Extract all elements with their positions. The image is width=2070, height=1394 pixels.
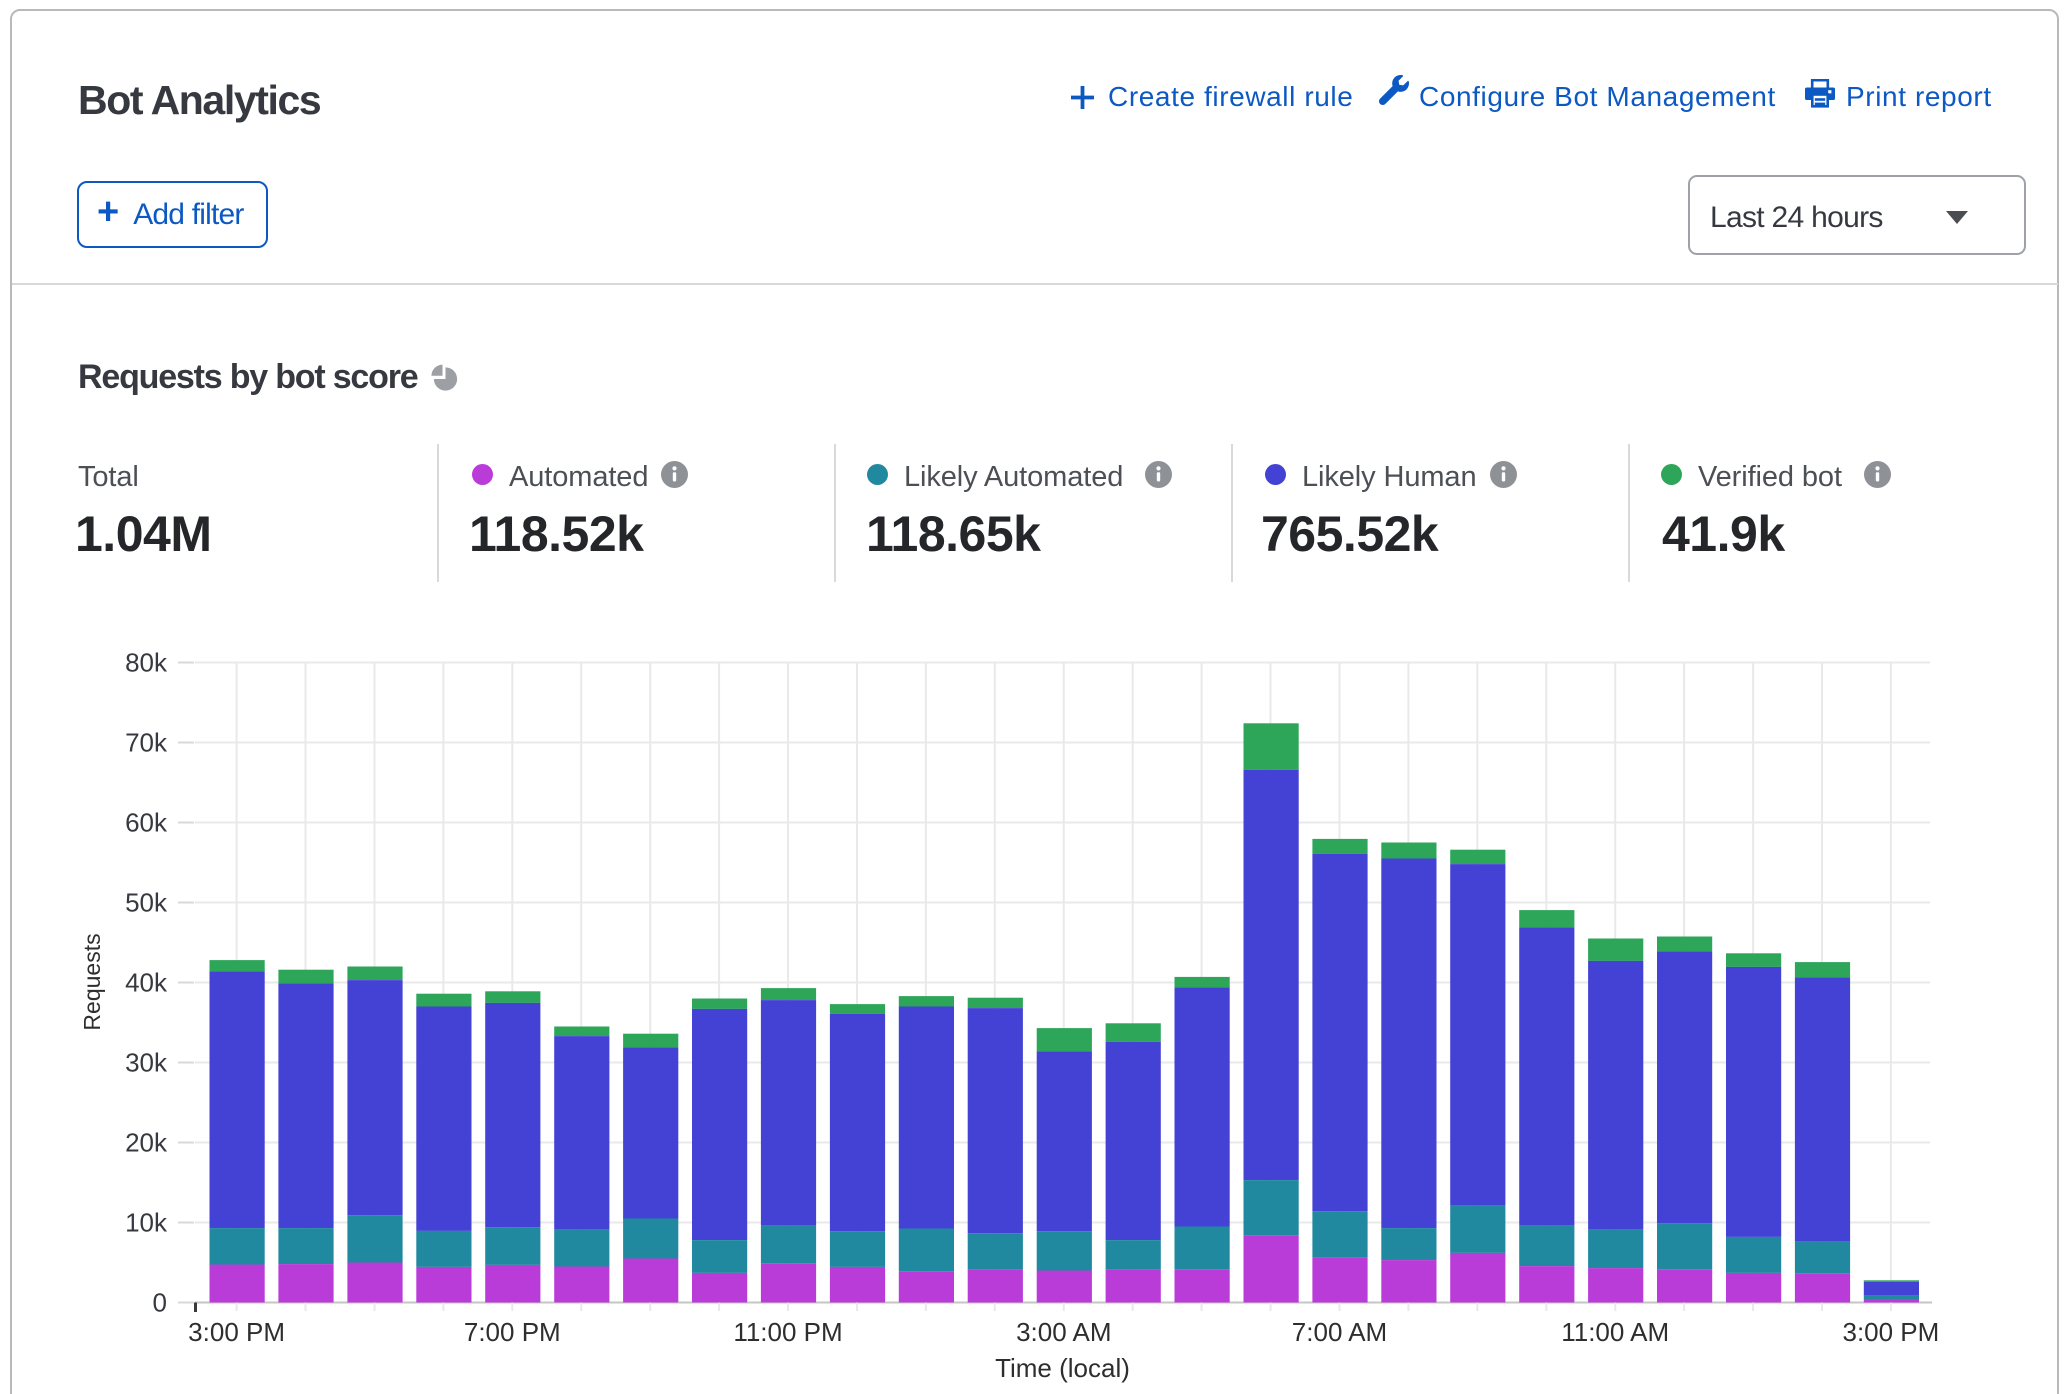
svg-text:80k: 80k (125, 648, 168, 678)
svg-text:Requests: Requests (79, 933, 105, 1030)
svg-text:11:00 PM: 11:00 PM (733, 1317, 842, 1347)
svg-text:7:00 PM: 7:00 PM (464, 1317, 561, 1347)
svg-text:3:00 PM: 3:00 PM (188, 1317, 285, 1347)
svg-text:10k: 10k (125, 1208, 168, 1238)
svg-text:0: 0 (153, 1288, 167, 1318)
svg-text:20k: 20k (125, 1128, 168, 1158)
svg-text:50k: 50k (125, 888, 168, 918)
svg-text:70k: 70k (125, 728, 168, 758)
svg-text:Time (local): Time (local) (995, 1353, 1130, 1383)
svg-text:3:00 AM: 3:00 AM (1016, 1317, 1111, 1347)
svg-text:30k: 30k (125, 1048, 168, 1078)
svg-text:11:00 AM: 11:00 AM (1561, 1317, 1669, 1347)
svg-text:7:00 AM: 7:00 AM (1292, 1317, 1387, 1347)
svg-text:60k: 60k (125, 808, 168, 838)
svg-text:3:00 PM: 3:00 PM (1842, 1317, 1939, 1347)
svg-text:40k: 40k (125, 968, 168, 998)
